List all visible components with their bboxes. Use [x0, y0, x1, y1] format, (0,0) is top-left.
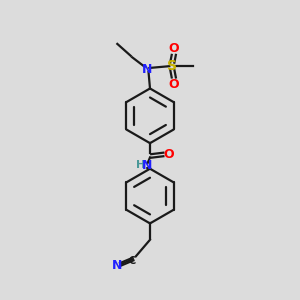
- Text: N: N: [142, 63, 152, 76]
- Text: N: N: [112, 260, 122, 272]
- Text: H: H: [136, 160, 145, 170]
- Text: O: O: [169, 42, 179, 55]
- Text: S: S: [167, 59, 177, 73]
- Text: O: O: [164, 148, 174, 161]
- Text: C: C: [128, 256, 136, 266]
- Text: N: N: [142, 159, 152, 172]
- Text: O: O: [169, 77, 179, 91]
